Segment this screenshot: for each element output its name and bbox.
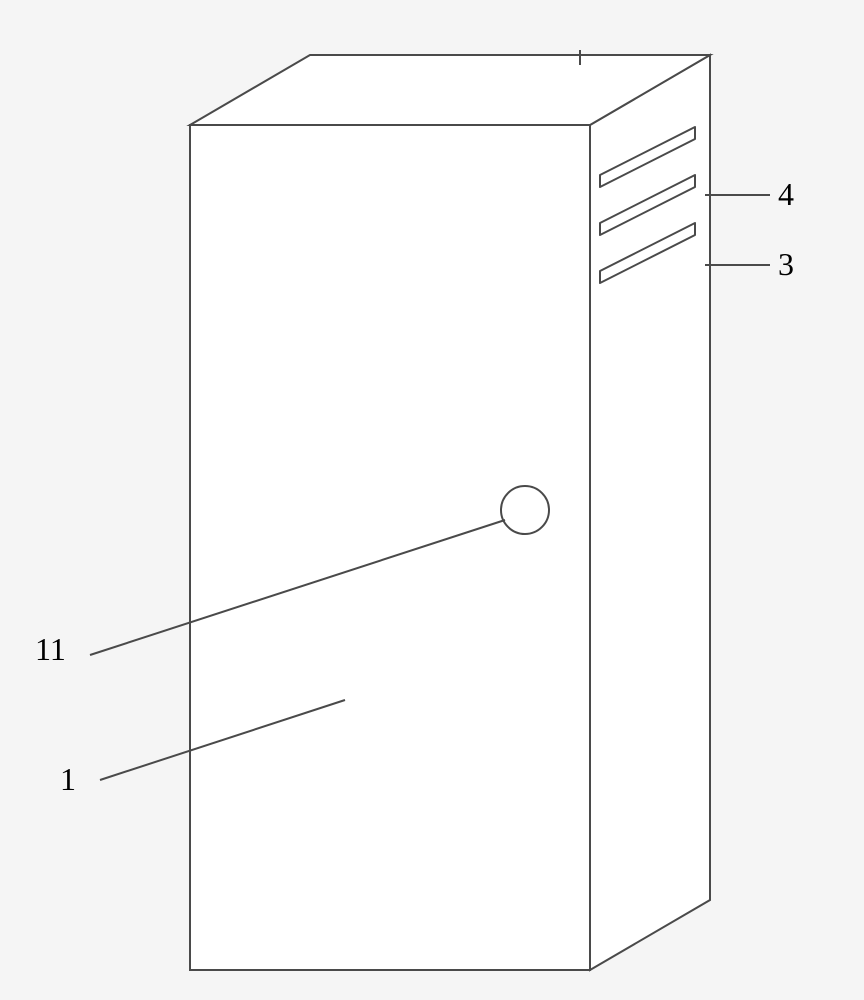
callout-label-11: 11 [35, 631, 66, 667]
cabinet-side-face [590, 55, 710, 970]
callout-label-1: 1 [60, 761, 76, 797]
callout-label-4: 4 [778, 176, 794, 212]
cabinet-front-face [190, 125, 590, 970]
callout-label-3: 3 [778, 246, 794, 282]
door-handle [501, 486, 549, 534]
diagram-canvas: 43111 [0, 0, 864, 1000]
diagram-svg: 43111 [0, 0, 864, 1000]
